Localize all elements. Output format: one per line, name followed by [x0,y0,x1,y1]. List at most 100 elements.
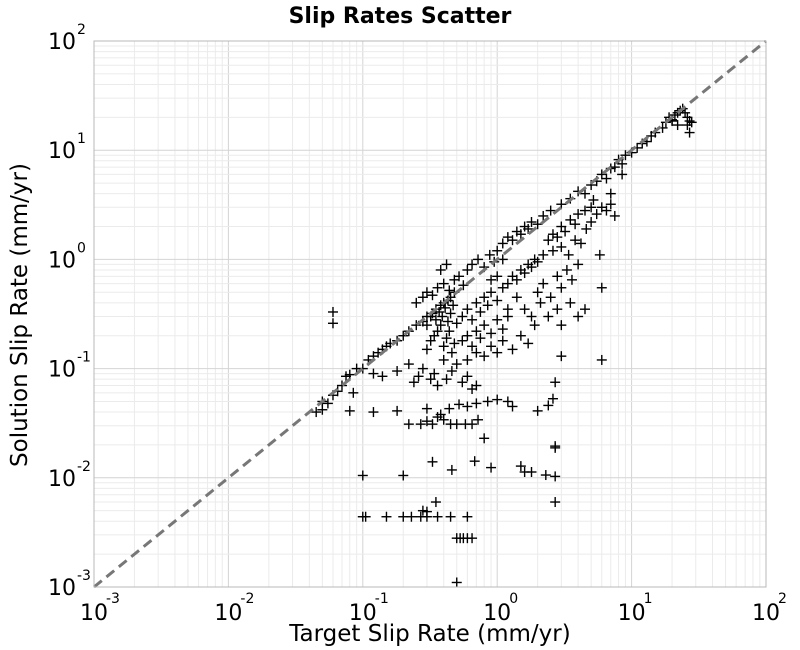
data-point [550,497,561,508]
y-tick-label: 10 [48,139,76,164]
data-point [519,304,530,315]
data-point [435,409,446,420]
x-tick-label: 10 [214,601,242,626]
data-point [475,306,486,317]
data-point [451,577,462,588]
data-point [467,533,478,544]
data-point [523,223,534,234]
data-point [609,210,620,221]
data-point [381,511,392,522]
data-point [538,278,549,289]
y-tick-exponent: -2 [77,459,91,475]
x-axis-label: Target Slip Rate (mm/yr) [288,621,570,647]
data-point [492,245,503,256]
data-point [471,380,482,391]
data-point [526,467,537,478]
data-point [609,162,620,173]
x-tick-label: 10 [349,601,377,626]
data-point [377,371,388,382]
data-point [486,341,497,352]
data-point [411,320,422,331]
data-point [532,219,543,230]
data-point [532,287,543,298]
reference-line [93,39,767,589]
data-point [502,396,513,407]
data-point [438,414,449,425]
data-point [497,335,508,346]
x-tick-exponent: 2 [778,591,787,607]
data-point [560,226,571,237]
data-point [492,347,503,358]
data-point [566,274,577,285]
data-point [471,347,482,358]
data-point [430,314,441,325]
data-point [415,419,426,430]
data-point [620,150,631,161]
data-point [526,217,537,228]
data-point [446,464,457,475]
y-tick-label: 10 [48,30,76,55]
data-point [458,280,469,291]
data-point [357,363,368,374]
data-point [596,169,607,180]
data-point [322,398,333,409]
data-point [586,217,597,228]
data-point [684,127,695,138]
data-point [368,368,379,379]
y-tick-exponent: 2 [77,22,86,38]
data-point [543,400,554,411]
data-point [682,120,693,131]
data-point [451,419,462,430]
data-point [552,304,563,315]
data-point [502,304,513,315]
data-point [462,354,473,365]
data-point [336,380,347,391]
data-point [435,320,446,331]
data-point [601,173,612,184]
data-point [454,399,465,410]
data-point [432,511,443,522]
data-point [479,320,490,331]
data-point [408,377,419,388]
data-point [427,456,438,467]
data-point [438,341,449,352]
data-point [596,354,607,365]
data-point [413,371,424,382]
data-point [575,238,586,249]
data-point [451,318,462,329]
data-point [344,369,355,380]
data-point [672,120,683,131]
data-point [446,347,457,358]
data-point [446,366,457,377]
data-point [473,414,484,425]
data-point [515,229,526,240]
data-point [475,333,486,344]
y-tick-exponent: -1 [77,350,91,366]
data-points [311,103,697,588]
data-point [398,470,409,481]
data-point [556,351,567,362]
data-point [547,245,558,256]
data-point [438,354,449,365]
data-point [535,297,546,308]
y-axis-label: Solution Slip Rate (mm/yr) [7,163,33,467]
data-point [617,158,628,169]
data-point [392,366,403,377]
data-point [444,326,455,337]
y-tick-exponent: 1 [77,131,86,147]
data-point [561,264,572,275]
data-point [445,308,456,319]
data-point [556,282,567,293]
data-point [471,297,482,308]
data-point [425,374,436,385]
data-point [432,326,443,337]
data-point [565,297,576,308]
data-point [462,401,473,412]
x-tick-exponent: -2 [240,591,254,607]
data-point [507,235,518,246]
data-point [435,264,446,275]
data-point [543,235,554,246]
data-point [617,169,628,180]
data-point [511,292,522,303]
